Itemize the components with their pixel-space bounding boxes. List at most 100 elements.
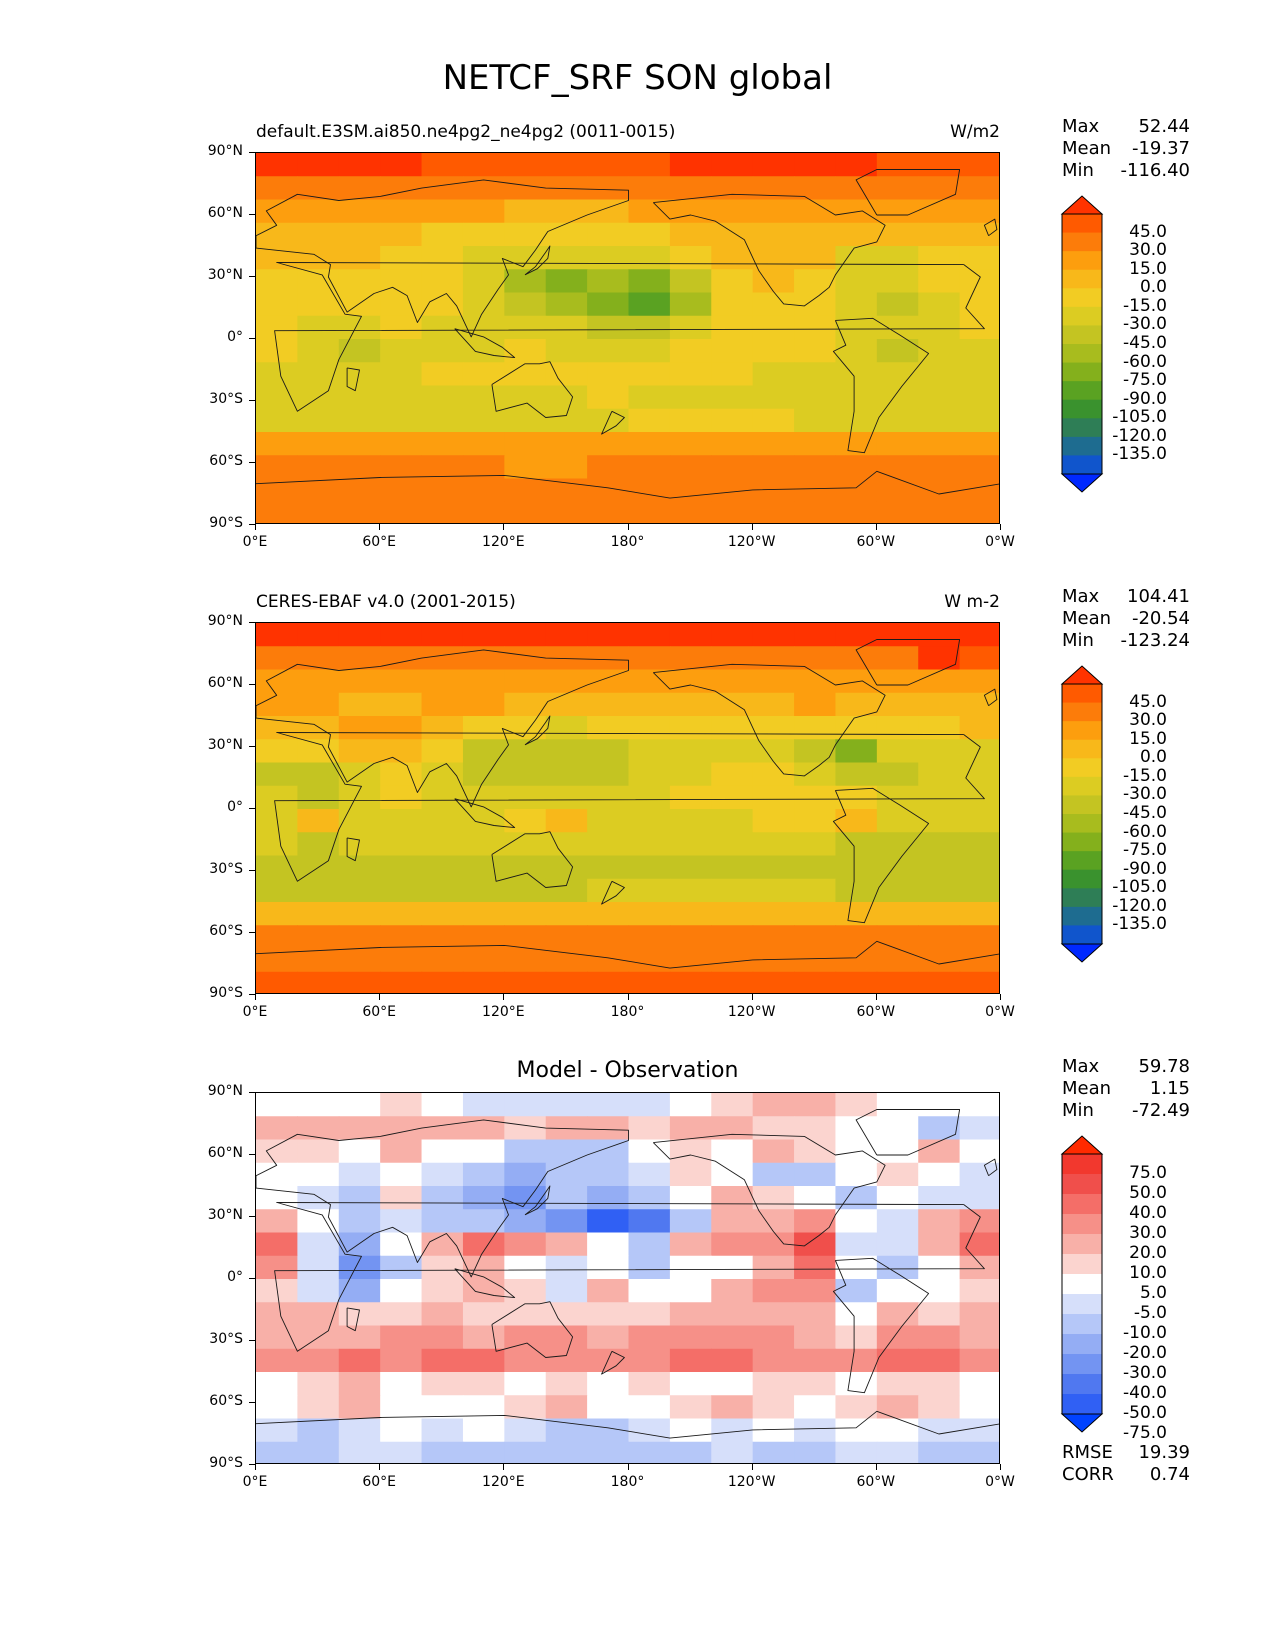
heatmap-cell xyxy=(835,408,878,433)
heatmap-cell xyxy=(959,1186,999,1210)
heatmap-cell xyxy=(959,199,999,224)
heatmap-cell xyxy=(587,153,630,177)
heatmap-cell xyxy=(297,1441,340,1463)
heatmap-cell xyxy=(462,1255,505,1280)
heatmap-cell xyxy=(587,1093,630,1117)
heatmap-cell xyxy=(628,1162,671,1187)
heatmap-cell xyxy=(752,1162,795,1187)
colorbar-tick-label: 30.0 xyxy=(1129,240,1167,261)
lat-tick xyxy=(249,1340,255,1341)
colorbar-band xyxy=(1062,455,1102,475)
heatmap-cell xyxy=(504,669,547,694)
coastline xyxy=(274,732,985,882)
heatmap-cell xyxy=(462,246,505,270)
heatmap-cell xyxy=(338,1209,381,1234)
heatmap-cell xyxy=(380,902,423,926)
heatmap-cell xyxy=(338,432,381,456)
heatmap-cell xyxy=(918,455,961,480)
heatmap-cell xyxy=(669,432,712,456)
heatmap-cell xyxy=(587,1186,630,1210)
heatmap-observation xyxy=(256,623,999,993)
heatmap-cell xyxy=(628,785,671,810)
heatmap-cell xyxy=(504,692,547,717)
heatmap-cell xyxy=(545,1255,588,1280)
lon-tick xyxy=(379,1464,381,1470)
heatmap-cell xyxy=(959,1395,999,1420)
heatmap-cell xyxy=(711,315,754,340)
heatmap-cell xyxy=(256,1116,298,1141)
heatmap-cell xyxy=(421,1116,464,1141)
heatmap-cell xyxy=(421,246,464,270)
heatmap-cell xyxy=(462,455,505,480)
colorbar-tick-label: -60.0 xyxy=(1123,821,1167,842)
heatmap-cell xyxy=(256,199,298,224)
heatmap-cell xyxy=(959,1279,999,1303)
heatmap-cell xyxy=(338,199,381,224)
heatmap-cell xyxy=(876,1395,919,1420)
heatmap-cell xyxy=(711,762,754,787)
heatmap-cell xyxy=(297,1162,340,1187)
lon-tick-label: 180° xyxy=(610,1474,645,1490)
heatmap-cell xyxy=(297,762,340,787)
heatmap-cell xyxy=(628,762,671,787)
heatmap-cell xyxy=(711,1186,754,1210)
heatmap-cell xyxy=(959,646,999,671)
coastline xyxy=(855,1109,961,1156)
heatmap-cell xyxy=(711,692,754,717)
heatmap-cell xyxy=(462,669,505,694)
heatmap-cell xyxy=(421,716,464,740)
heatmap-cell xyxy=(504,176,547,201)
heatmap-cell xyxy=(587,809,630,833)
lon-tick-label: 60°W xyxy=(856,1004,896,1020)
heatmap-cell xyxy=(918,623,961,647)
colorbar-tick-label: 45.0 xyxy=(1129,691,1167,712)
heatmap-cell xyxy=(380,199,423,224)
heatmap-cell xyxy=(876,362,919,387)
heatmap-cell xyxy=(794,1162,837,1187)
heatmap-cell xyxy=(545,246,588,270)
heatmap-cell xyxy=(256,1209,298,1234)
colorbar-tick-label: -15.0 xyxy=(1123,295,1167,316)
stat-value: -123.24 xyxy=(1120,630,1190,651)
heatmap-cell xyxy=(380,1395,423,1420)
heatmap-cell xyxy=(794,362,837,387)
heatmap-cell xyxy=(338,692,381,717)
heatmap-cell xyxy=(794,1395,837,1420)
panel-model: default.E3SM.ai850.ne4pg2_ne4pg2 (0011-0… xyxy=(0,0,1275,550)
colorbar-tick-label: -135.0 xyxy=(1112,914,1167,935)
colorbar-band xyxy=(1062,1354,1102,1375)
heatmap-cell xyxy=(918,1441,961,1463)
heatmap-cell xyxy=(794,669,837,694)
lon-tick xyxy=(627,524,629,530)
colorbar-band xyxy=(1062,269,1102,289)
heatmap-cell xyxy=(835,1302,878,1327)
heatmap-cell xyxy=(338,176,381,201)
heatmap-cell xyxy=(711,1209,754,1234)
heatmap-cell xyxy=(380,385,423,410)
heatmap-cell xyxy=(918,832,961,857)
heatmap-cell xyxy=(297,1348,340,1373)
heatmap-cell xyxy=(835,315,878,340)
heatmap-cell xyxy=(587,315,630,340)
stat-label: Max xyxy=(1062,1056,1100,1077)
colorbar-band xyxy=(1062,1394,1102,1415)
heatmap-cell xyxy=(256,716,298,740)
lon-tick-label: 0°W xyxy=(985,1474,1015,1490)
colorbar-tick-label: -105.0 xyxy=(1112,877,1167,898)
corr-label: CORR xyxy=(1062,1464,1114,1485)
heatmap-cell xyxy=(504,1232,547,1257)
coastline xyxy=(601,410,625,435)
coastline xyxy=(491,1301,574,1358)
lat-tick-label: 0° xyxy=(227,329,243,345)
heatmap-cell xyxy=(256,1302,298,1327)
heatmap-cell xyxy=(545,902,588,926)
heatmap-cell xyxy=(876,902,919,926)
heatmap-cell xyxy=(711,785,754,810)
lon-tick xyxy=(627,1464,629,1470)
heatmap-cell xyxy=(752,669,795,694)
colorbar-band xyxy=(1062,795,1102,815)
heatmap-cell xyxy=(918,1372,961,1396)
heatmap-cell xyxy=(545,455,588,480)
heatmap-cell xyxy=(256,1395,298,1420)
heatmap-cell xyxy=(421,646,464,671)
